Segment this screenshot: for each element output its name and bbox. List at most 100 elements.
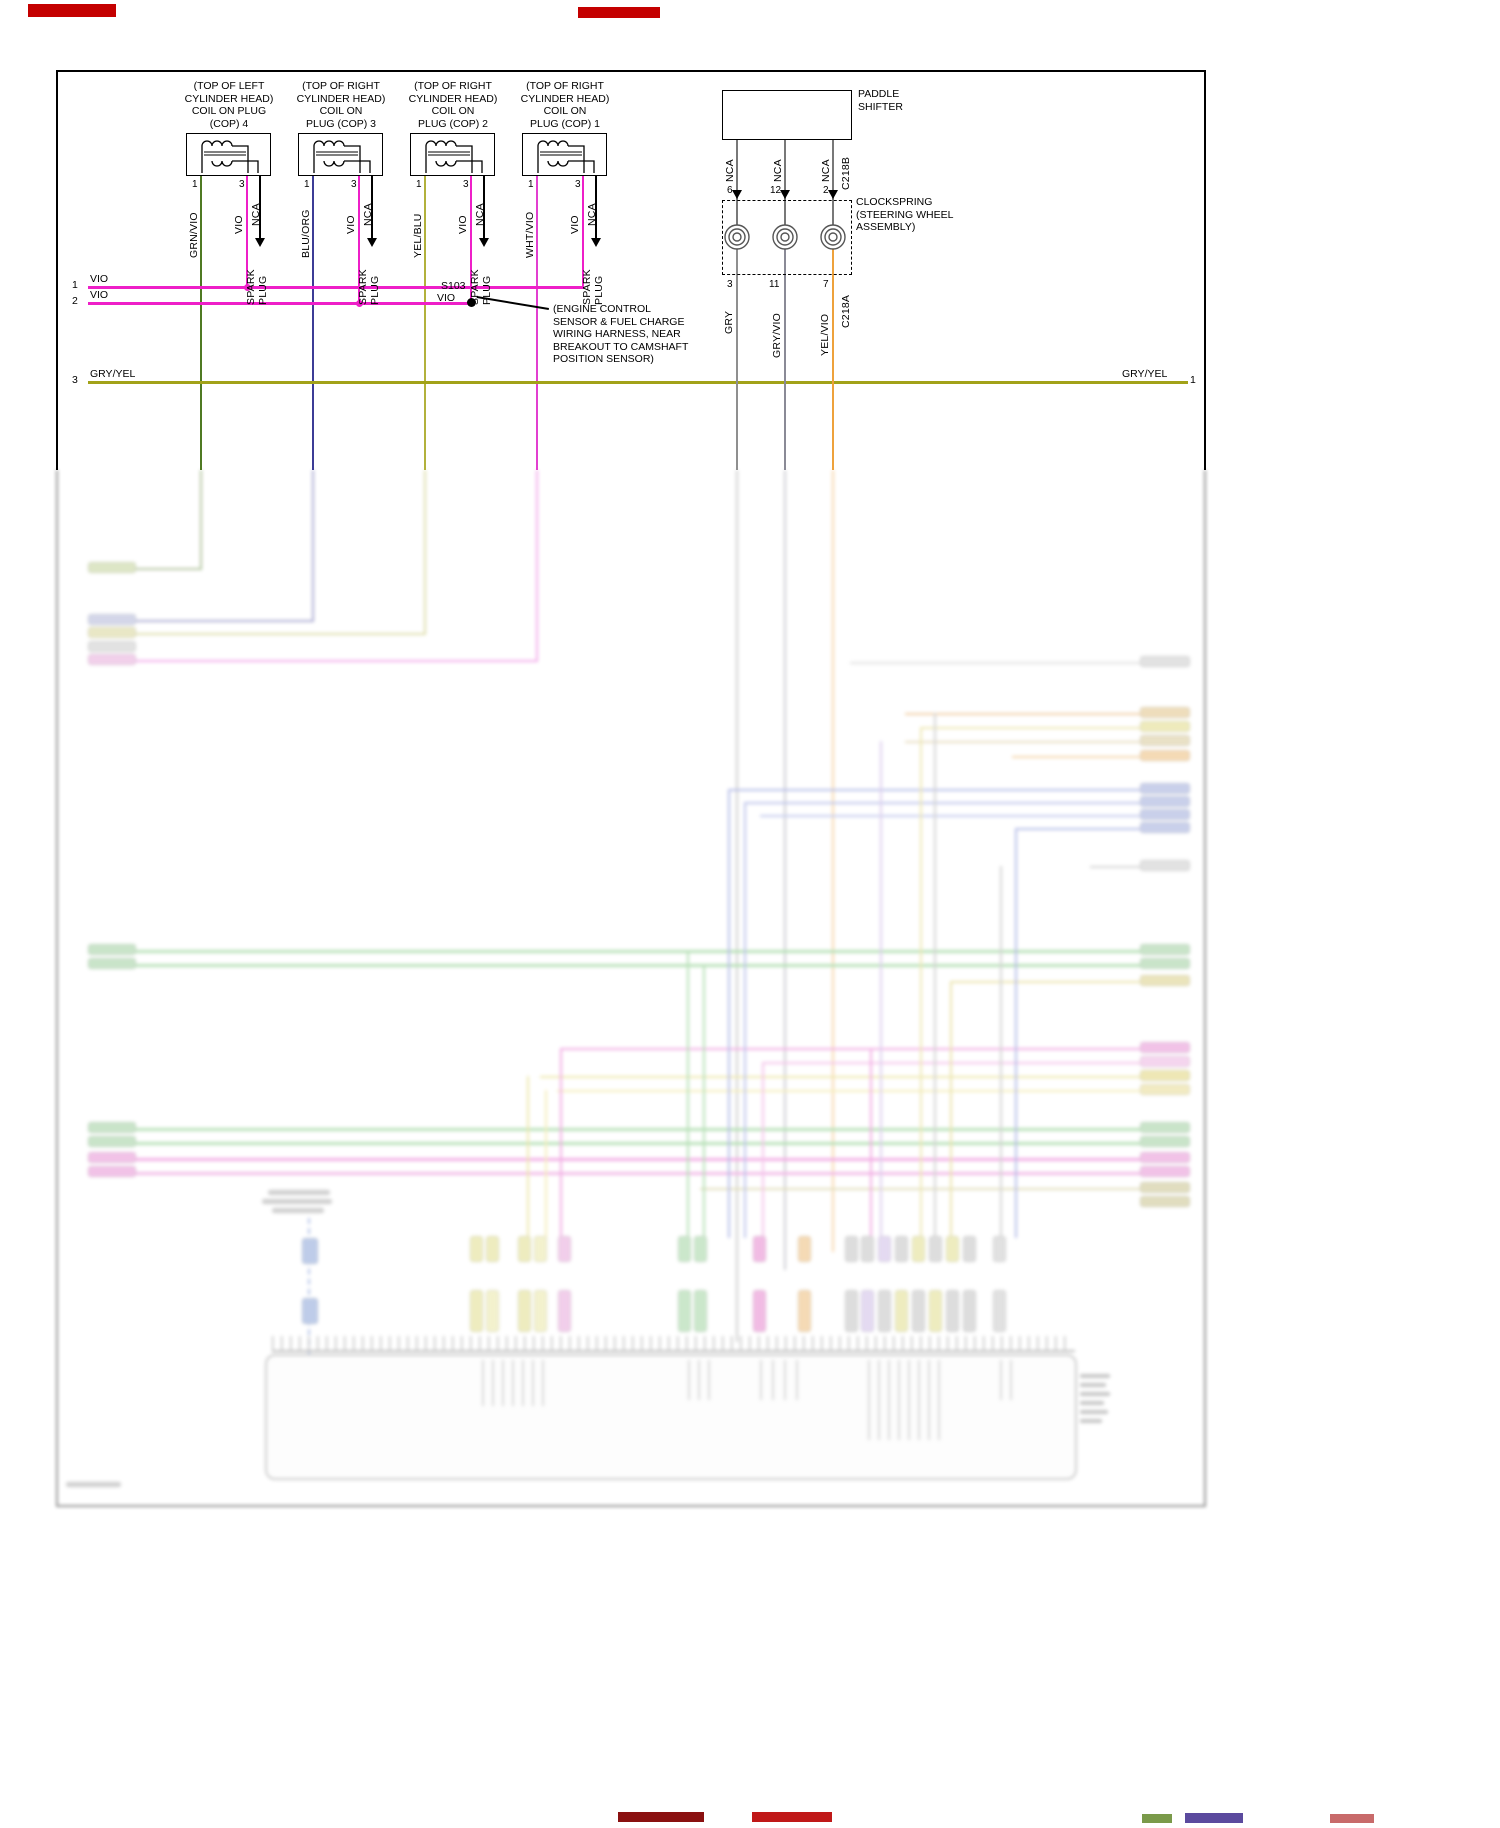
- wire-segment: [560, 1048, 562, 1238]
- label-chip: [1080, 1374, 1110, 1378]
- wire-segment: [850, 662, 1142, 664]
- paddle-shifter-label: PADDLE SHIFTER: [858, 88, 903, 113]
- label-chip: [1140, 975, 1190, 986]
- label-chip: [1080, 1401, 1104, 1405]
- label-chip: [1140, 860, 1190, 871]
- wire-segment: [557, 1090, 1142, 1092]
- label-chip: [1140, 1152, 1190, 1163]
- splice-note: (ENGINE CONTROL SENSOR & FUEL CHARGE WIR…: [553, 303, 689, 366]
- wire-color-label: GRY/YEL: [1122, 368, 1168, 380]
- wire-segment: [762, 1062, 1142, 1064]
- label-chip: [88, 1152, 136, 1163]
- label-chip: [845, 1290, 858, 1332]
- faded-wiring-layer: [56, 470, 1206, 1507]
- wire-segment: [522, 1360, 524, 1406]
- coil-winding-icon: [201, 140, 259, 173]
- wire-segment: [744, 802, 746, 1238]
- wire-segment: [136, 660, 538, 662]
- splice-id: S103: [441, 280, 466, 292]
- label-chip: [1080, 1392, 1110, 1396]
- arrow-down-icon: [478, 238, 489, 247]
- connector-label: C218B: [840, 156, 852, 190]
- label-chip: [518, 1236, 531, 1262]
- wire-segment: [703, 964, 705, 1238]
- wire-color-label: VIO: [569, 215, 581, 234]
- pin-number: 3: [351, 179, 357, 190]
- wire-color-label: GRY: [723, 310, 735, 334]
- wire-segment: [88, 1172, 1142, 1175]
- wire-segment: [536, 470, 538, 662]
- wire-color-label: GRY/YEL: [90, 368, 136, 380]
- wire-segment: [358, 176, 360, 304]
- wire-segment: [736, 140, 738, 225]
- wire-color-label: BLU/ORG: [300, 209, 312, 258]
- wire-segment: [1090, 866, 1142, 868]
- clockspring-box: [722, 200, 852, 275]
- wire-segment: [832, 470, 834, 1252]
- scan-artifact: [28, 4, 116, 17]
- wire-segment: [1015, 828, 1142, 830]
- wire-segment: [938, 1360, 940, 1440]
- label-chip: [753, 1290, 766, 1332]
- wire-segment: [728, 789, 1142, 791]
- coil-winding-icon: [537, 140, 595, 173]
- wire-segment: [136, 568, 202, 570]
- junction-dot: [355, 299, 363, 307]
- wire-segment: [905, 713, 1142, 715]
- label-chip: [1140, 1056, 1190, 1067]
- cop-2-label: (TOP OF RIGHT CYLINDER HEAD) COIL ON PLU…: [408, 80, 498, 130]
- label-chip: [1140, 1042, 1190, 1053]
- label-chip: [88, 641, 136, 652]
- wire-segment: [88, 302, 472, 305]
- wire-segment: [784, 249, 786, 470]
- wire-segment: [1015, 828, 1017, 1238]
- label-chip: [486, 1236, 499, 1262]
- wire-segment: [784, 140, 786, 225]
- label-chip: [302, 1238, 318, 1264]
- label-chip: [1140, 735, 1190, 746]
- label-chip: [88, 958, 136, 969]
- wire-color-label: GRY/VIO: [771, 313, 783, 358]
- control-module-box: [265, 1354, 1077, 1480]
- spark-plug-label: SPARK PLUG: [581, 269, 605, 305]
- wire-segment: [1000, 1360, 1002, 1400]
- wire-segment: [88, 1128, 1142, 1131]
- junction-dot: [466, 297, 476, 307]
- wire-color-label: VIO: [90, 273, 109, 285]
- wire-segment: [1012, 756, 1142, 758]
- wire-segment: [532, 1360, 534, 1406]
- dashed-wire: [308, 1218, 310, 1426]
- wire-color-label: NCA: [820, 159, 832, 182]
- wire-segment: [760, 1360, 762, 1400]
- wire-segment: [1000, 866, 1002, 1238]
- wire-segment: [424, 176, 426, 470]
- spark-plug-lead: [483, 176, 485, 240]
- pin-number: 1: [416, 179, 422, 190]
- wire-color-label: YEL/VIO: [819, 313, 831, 356]
- diagram-border: [56, 70, 1206, 470]
- label-chip: [694, 1236, 707, 1262]
- wire-segment: [136, 633, 426, 635]
- label-chip: [1140, 1196, 1190, 1207]
- label-chip: [895, 1236, 908, 1262]
- label-chip: [268, 1190, 330, 1195]
- wire-color-label: VIO: [345, 215, 357, 234]
- wire-segment: [934, 713, 936, 1238]
- label-chip: [993, 1236, 1006, 1262]
- faded-diagram-section: [56, 470, 1206, 1507]
- ignition-coil-symbol: [522, 133, 607, 176]
- cop-3-group: (TOP OF RIGHT CYLINDER HEAD) COIL ON PLU…: [297, 80, 386, 315]
- label-chip: [1140, 958, 1190, 969]
- wire-segment: [542, 1360, 544, 1406]
- label-chip: [88, 654, 136, 665]
- pin-number: 2: [823, 185, 829, 196]
- wire-segment: [928, 1360, 930, 1440]
- circuit-number: 1: [72, 279, 78, 291]
- label-chip: [1140, 783, 1190, 794]
- scan-artifact: [1330, 1814, 1374, 1823]
- cop-2-group: (TOP OF RIGHT CYLINDER HEAD) COIL ON PLU…: [409, 80, 498, 315]
- wire-segment: [744, 802, 1142, 804]
- clockspring-label: CLOCKSPRING (STEERING WHEEL ASSEMBLY): [856, 196, 954, 234]
